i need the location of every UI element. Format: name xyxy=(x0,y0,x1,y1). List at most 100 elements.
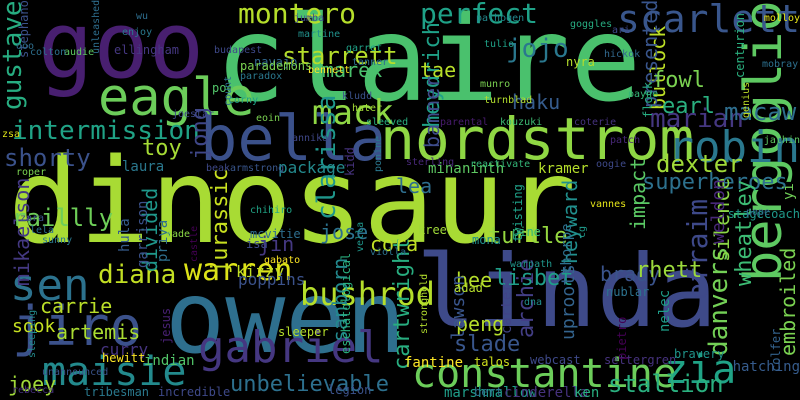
word-gabato: gabato xyxy=(264,255,301,266)
word-vannes: vannes xyxy=(590,199,627,210)
word-mona: mona xyxy=(472,233,501,247)
word-twisting: twisting xyxy=(511,184,525,242)
word-superheroes: superheroes xyxy=(642,170,788,195)
word-claire: claire xyxy=(215,0,642,128)
word-eschatological: eschatological xyxy=(339,252,353,354)
word-molloy: molloy xyxy=(763,13,800,24)
word-pope: pope xyxy=(746,207,771,218)
word-parademons: parademons xyxy=(240,59,313,73)
word-fantine: fantine xyxy=(404,355,464,371)
word-bert: bert xyxy=(474,385,503,399)
word-mack: mack xyxy=(312,93,394,133)
word-marshmallow: marshmallow xyxy=(444,385,537,400)
word-pathogen: pathogen xyxy=(476,13,525,24)
word-zsa: zsa xyxy=(2,129,21,140)
word-sleeved: sleeved xyxy=(366,117,409,128)
word-roper: roper xyxy=(16,167,47,178)
word-kidd: kidd xyxy=(343,147,357,176)
word-rebecca: rebecca xyxy=(12,385,55,396)
word-sleeping: sleeping xyxy=(27,309,38,358)
word-tae: tae xyxy=(420,58,457,82)
word-ooo: ooo xyxy=(16,41,35,52)
word-owen: owen xyxy=(165,259,406,376)
word-castle: castle xyxy=(189,225,200,262)
word-settergren: settergren xyxy=(604,353,677,367)
word-bennett: bennett xyxy=(308,65,351,76)
word-cg: cg xyxy=(577,225,588,238)
word-dexter: dexter xyxy=(656,150,743,178)
word-montero: montero xyxy=(238,0,357,30)
word-ellingham: ellingham xyxy=(114,43,180,57)
word-carter: carter xyxy=(499,283,515,334)
word-garret: garret xyxy=(346,43,383,54)
word-mobray: mobray xyxy=(762,59,799,70)
word-bella: bella xyxy=(200,102,387,175)
word-adad: adad xyxy=(454,281,483,295)
word-dna: dna xyxy=(524,297,543,308)
word-priya: priya xyxy=(155,219,171,262)
word-audie: audie xyxy=(64,47,95,58)
word-centurion: centurion xyxy=(733,12,747,78)
word-bushrod: bushrod xyxy=(300,275,435,313)
word-macaw: macaw xyxy=(724,98,797,126)
word-nublar: nublar xyxy=(606,285,650,299)
word-impact: impact xyxy=(626,157,650,230)
word-earl: earl xyxy=(662,94,715,119)
word-jiro: jiro xyxy=(12,295,143,358)
word-kree: kree xyxy=(418,223,447,237)
word-sunny: sunny xyxy=(42,235,73,246)
word-nyra: nyra xyxy=(566,55,595,69)
word-bravery: bravery xyxy=(674,347,725,361)
word-goo: goo xyxy=(38,0,205,99)
word-wu: wu xyxy=(136,11,149,22)
word-incredible: incredible xyxy=(158,385,231,399)
word-annika: annika xyxy=(292,133,329,144)
word-hickok: hickok xyxy=(604,49,641,60)
word-stagecoach: stagecoach xyxy=(727,207,800,221)
word-kludd: kludd xyxy=(342,91,373,102)
word-rhett: rhett xyxy=(636,258,703,283)
word-sook: sook xyxy=(12,316,56,337)
word-pine: pine xyxy=(512,225,541,239)
word-budapest: budapest xyxy=(214,45,263,56)
word-artemis: artemis xyxy=(56,320,141,344)
word-pietro: pietro xyxy=(615,316,629,360)
word-reactivate: reactivate xyxy=(470,159,531,170)
word-cora: cora xyxy=(370,232,419,256)
word-turtle: turtle xyxy=(488,224,568,249)
word-cinderella: cinderella xyxy=(504,385,589,400)
word-zia: zia xyxy=(664,347,737,393)
word-enjoy: enjoy xyxy=(122,27,153,38)
word-hater: hater xyxy=(352,103,383,114)
word-hee: hee xyxy=(456,268,493,292)
word-oogie: oogie xyxy=(596,159,627,170)
word-sleeper: sleeper xyxy=(278,325,329,339)
word-warren: warren xyxy=(184,253,293,288)
word-turnblad: turnblad xyxy=(484,95,533,106)
word-poe: poe xyxy=(212,81,234,95)
word-ninth: ninth xyxy=(462,161,505,177)
word-toy: toy xyxy=(142,136,182,161)
word-nordstrom: nordstrom xyxy=(380,105,695,173)
word-legion: legion xyxy=(328,383,372,397)
word-diana: diana xyxy=(98,260,177,290)
word-nelec: nelec xyxy=(657,289,673,332)
word-kizzy: kizzy xyxy=(236,262,285,281)
word-stallion: stallion xyxy=(608,370,724,398)
word-paradox: paradox xyxy=(240,71,283,82)
word-curry: curry xyxy=(100,340,149,359)
word-parental: parental xyxy=(440,117,489,128)
word-chihiro: chihiro xyxy=(250,205,293,216)
word-weldon: weldon xyxy=(708,178,729,244)
word-shorty: shorty xyxy=(4,144,91,172)
word-unbelievable: unbelievable xyxy=(230,372,389,397)
word-eagle: eagle xyxy=(98,68,255,128)
word-talos: talos xyxy=(474,355,511,369)
word-lela: lela xyxy=(30,225,55,236)
word-jose: jose xyxy=(320,220,369,244)
word-marek: marek xyxy=(322,58,383,82)
word-payne: payne xyxy=(628,89,659,100)
word-isa: isa xyxy=(246,237,268,251)
word-tulio: tulio xyxy=(484,39,515,50)
word-poppins: poppins xyxy=(238,270,306,289)
